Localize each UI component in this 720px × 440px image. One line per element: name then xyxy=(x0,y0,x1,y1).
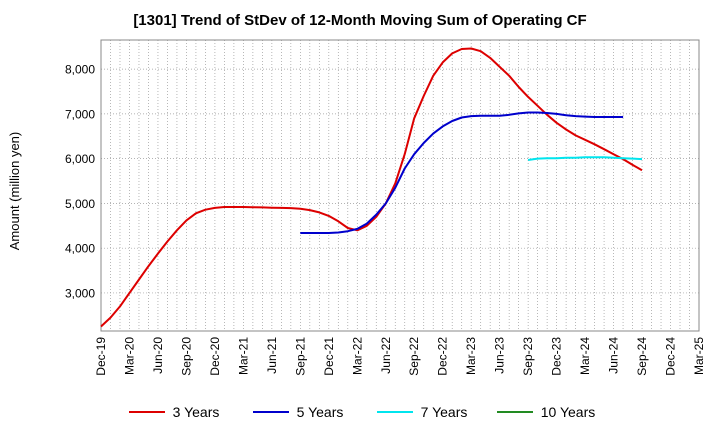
legend-item: 5 Years xyxy=(236,404,360,420)
legend-label: 3 Years xyxy=(172,404,220,420)
x-tick-label: Jun-23 xyxy=(493,337,507,374)
y-tick-label: 3,000 xyxy=(65,286,95,300)
y-tick-label: 8,000 xyxy=(65,63,95,77)
y-tick-labels: 3,000 4,000 5,000 6,000 7,000 8,000 xyxy=(65,63,95,301)
series-line-7-years xyxy=(527,156,643,161)
x-tick-label: Dec-24 xyxy=(664,337,678,376)
y-tick-label: 4,000 xyxy=(65,242,95,256)
legend-label: 10 Years xyxy=(540,404,596,420)
chart-title: [1301] Trend of StDev of 12-Month Moving… xyxy=(133,12,587,29)
x-tick-label: Jun-21 xyxy=(265,337,279,374)
x-tick-label: Sep-21 xyxy=(293,337,307,376)
x-tick-label: Dec-21 xyxy=(322,337,336,376)
legend-item: 3 Years xyxy=(112,404,236,420)
x-tick-label: Dec-22 xyxy=(436,337,450,376)
plot-border xyxy=(100,39,700,332)
x-tick-label: Dec-23 xyxy=(550,337,564,376)
series-layer xyxy=(100,47,643,328)
x-tick-label: Sep-20 xyxy=(179,337,193,376)
x-tick-label: Mar-21 xyxy=(236,337,250,375)
x-tick-label: Sep-24 xyxy=(635,337,649,376)
legend-label: 7 Years xyxy=(420,404,468,420)
x-tick-label: Mar-23 xyxy=(464,337,478,375)
x-tick-label: Sep-23 xyxy=(521,337,535,376)
plot-frame xyxy=(100,39,700,332)
x-tick-label: Dec-19 xyxy=(94,337,108,376)
legend: 3 Years 5 Years 7 Years 10 Years xyxy=(0,404,720,420)
y-tick-label: 7,000 xyxy=(65,107,95,121)
x-tick-label: Jun-24 xyxy=(607,337,621,374)
series-line-3-years xyxy=(100,47,643,328)
grid-layer xyxy=(100,40,700,331)
x-tick-label: Jun-20 xyxy=(151,337,165,374)
legend-swatch xyxy=(128,411,165,413)
y-axis-label: Amount (million yen) xyxy=(7,132,22,251)
legend-swatch xyxy=(252,411,289,413)
series-line-5-years xyxy=(300,111,624,234)
x-tick-label: Mar-25 xyxy=(692,337,706,375)
x-tick-label: Sep-22 xyxy=(407,337,421,376)
x-tick-label: Dec-20 xyxy=(208,337,222,376)
legend-swatch xyxy=(496,411,533,413)
x-tick-label: Mar-22 xyxy=(350,337,364,375)
x-tick-label: Mar-24 xyxy=(578,337,592,375)
legend-label: 5 Years xyxy=(296,404,344,420)
x-tick-label: Jun-22 xyxy=(379,337,393,374)
legend-swatch xyxy=(376,411,413,413)
x-tick-label: Mar-20 xyxy=(122,337,136,375)
x-tick-labels: Dec-19 Mar-20 Jun-20 Sep-20 Dec-20 Mar-21 Jun-… xyxy=(94,337,706,376)
legend-item: 10 Years xyxy=(484,404,608,420)
y-tick-label: 6,000 xyxy=(65,152,95,166)
legend-item: 7 Years xyxy=(360,404,484,420)
y-tick-label: 5,000 xyxy=(65,197,95,211)
